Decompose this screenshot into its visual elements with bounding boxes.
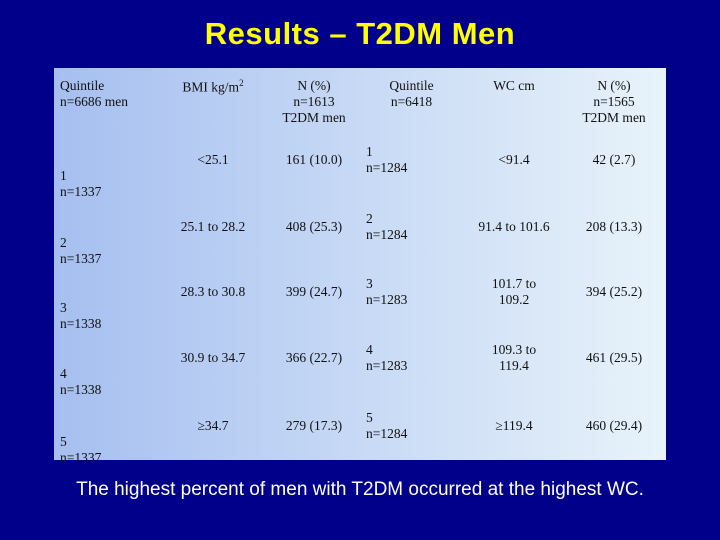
cell-wc-range: 91.4 to 101.6 <box>478 219 550 234</box>
header-quintile-bmi: Quintile n=6686 men <box>60 78 128 110</box>
cell-bmi-range: ≥34.7 <box>197 418 229 433</box>
cell-n-wc: 208 (13.3) <box>585 219 643 234</box>
cell-n-wc: 460 (29.4) <box>585 418 643 433</box>
header-quintile-wc: Quintile n=6418 <box>389 78 434 110</box>
cell-bmi-range: 28.3 to 30.8 <box>180 284 246 299</box>
header-n-bmi: N (%) n=1613 T2DM men <box>282 78 346 126</box>
cell-n-bmi: 161 (10.0) <box>285 152 343 167</box>
cell-quintile-bmi: 3 n=1338 <box>60 300 102 332</box>
cell-bmi-range: <25.1 <box>197 152 229 167</box>
cell-bmi-range: 30.9 to 34.7 <box>180 350 246 365</box>
cell-quintile-wc: 4 n=1283 <box>366 342 408 374</box>
footer-note: The highest percent of men with T2DM occ… <box>76 479 644 500</box>
cell-wc-range: <91.4 <box>498 152 530 167</box>
cell-quintile-wc: 5 n=1284 <box>366 410 408 442</box>
cell-quintile-wc: 3 n=1283 <box>366 276 408 308</box>
cell-n-wc: 461 (29.5) <box>585 350 643 365</box>
cell-n-bmi: 279 (17.3) <box>285 418 343 433</box>
cell-n-bmi: 366 (22.7) <box>285 350 343 365</box>
cell-quintile-bmi: 4 n=1338 <box>60 366 102 398</box>
slide-title: Results – T2DM Men <box>204 16 516 51</box>
cell-wc-range: 101.7 to 109.2 <box>491 276 537 308</box>
results-table: Quintile n=6686 men BMI kg/m2 N (%) n=16… <box>54 68 666 465</box>
cell-n-wc: 394 (25.2) <box>585 284 643 299</box>
cell-wc-range: ≥119.4 <box>495 418 533 433</box>
cell-quintile-bmi: 1 n=1337 <box>60 168 102 200</box>
cell-n-bmi: 408 (25.3) <box>285 219 343 234</box>
cell-bmi-range: 25.1 to 28.2 <box>180 219 246 234</box>
cell-wc-range: 109.3 to 119.4 <box>491 342 537 374</box>
cell-quintile-wc: 1 n=1284 <box>366 144 408 176</box>
header-n-wc: N (%) n=1565 T2DM men <box>582 78 646 126</box>
header-wc: WC cm <box>493 78 535 93</box>
cell-n-wc: 42 (2.7) <box>592 152 636 167</box>
cell-quintile-wc: 2 n=1284 <box>366 211 408 243</box>
cell-quintile-bmi: 2 n=1337 <box>60 235 102 267</box>
header-bmi: BMI kg/m2 <box>182 78 244 95</box>
cell-n-bmi: 399 (24.7) <box>285 284 343 299</box>
cell-quintile-bmi: 5 n=1337 <box>60 434 102 466</box>
